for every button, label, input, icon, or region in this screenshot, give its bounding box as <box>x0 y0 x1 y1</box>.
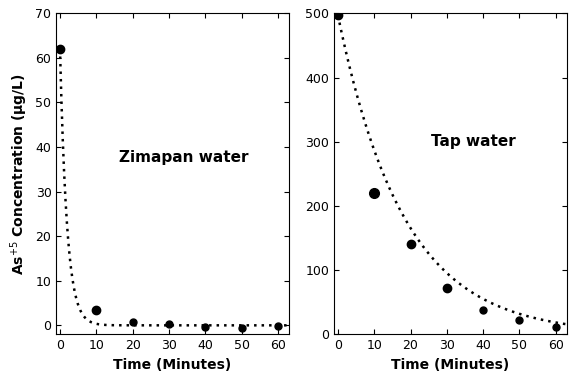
X-axis label: Time (Minutes): Time (Minutes) <box>113 358 232 372</box>
X-axis label: Time (Minutes): Time (Minutes) <box>392 358 509 372</box>
Y-axis label: As$^{+5}$ Concentration (μg/L): As$^{+5}$ Concentration (μg/L) <box>8 73 30 275</box>
Text: Tap water: Tap water <box>431 134 516 149</box>
Text: Zimapan water: Zimapan water <box>120 150 249 165</box>
